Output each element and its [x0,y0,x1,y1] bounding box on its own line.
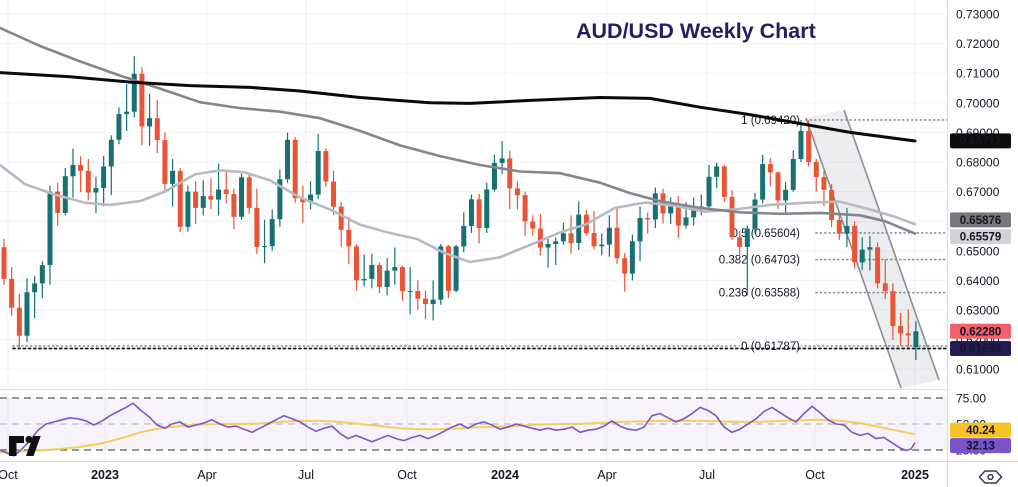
fib-level-label: 0.236 (0.63588) [719,288,800,300]
price-tick-label: 0.67000 [956,185,1000,199]
tradingview-logo-icon[interactable] [9,435,41,456]
time-tick-label: 2023 [91,468,119,482]
ma-light-gray [0,163,917,264]
price-tick-label: 0.65000 [956,244,1000,258]
time-tick-label: Oct [0,468,18,482]
rsi-lines [0,402,916,457]
rsi-panel [0,397,947,451]
price-badge: 0.65876 [960,215,1002,227]
price-badge: 32.13 [966,441,995,453]
candlestick-series [1,56,919,361]
time-tick-label: Apr [197,468,216,482]
moving-averages [0,26,917,264]
price-badge: 0.68712 [960,136,1002,148]
time-tick-label: Apr [597,468,616,482]
price-tick-label: 0.70000 [956,96,1000,110]
price-tick-label: 0.61000 [956,363,1000,377]
rsi-line [0,402,916,457]
time-tick-label: Oct [805,468,825,482]
price-badge: 0.62280 [960,326,1002,338]
rsi-ma-line [0,418,916,454]
time-scale[interactable]: Oct 2023 Apr Jul Oct 2024 Apr Jul Oct 2025 [0,468,929,482]
price-tick-label: 0.72000 [956,37,1000,51]
fib-level-label: 0.382 (0.64703) [719,255,800,267]
time-tick-label: Jul [699,468,715,482]
hexagon-settings-icon[interactable] [978,470,1003,484]
price-axis-badges: 0.68712 0.65876 0.65579 0.62280 0.61699 40.24… [950,133,1011,454]
ma-dark-gray [0,26,917,235]
fib-level-label: 0 (0.61787) [741,341,800,353]
price-tick-label: 0.68000 [956,156,1000,170]
time-tick-label: Oct [397,468,417,482]
price-badge: 0.65579 [960,232,1002,244]
rsi-tick-label: 75.00 [956,392,986,406]
time-tick-label: 2025 [901,468,929,482]
ma-black [0,71,917,143]
chart-title-annotation[interactable]: AUD/USD Weekly Chart [576,19,816,43]
price-tick-label: 0.64000 [956,274,1000,288]
price-badge: 0.61699 [960,344,1002,356]
price-tick-label: 0.63000 [956,304,1000,318]
price-badge: 40.24 [966,425,995,437]
time-tick-label: 2024 [491,468,519,482]
price-tick-label: 0.71000 [956,67,1000,81]
time-tick-label: Jul [298,468,314,482]
price-tick-label: 0.73000 [956,8,1000,22]
